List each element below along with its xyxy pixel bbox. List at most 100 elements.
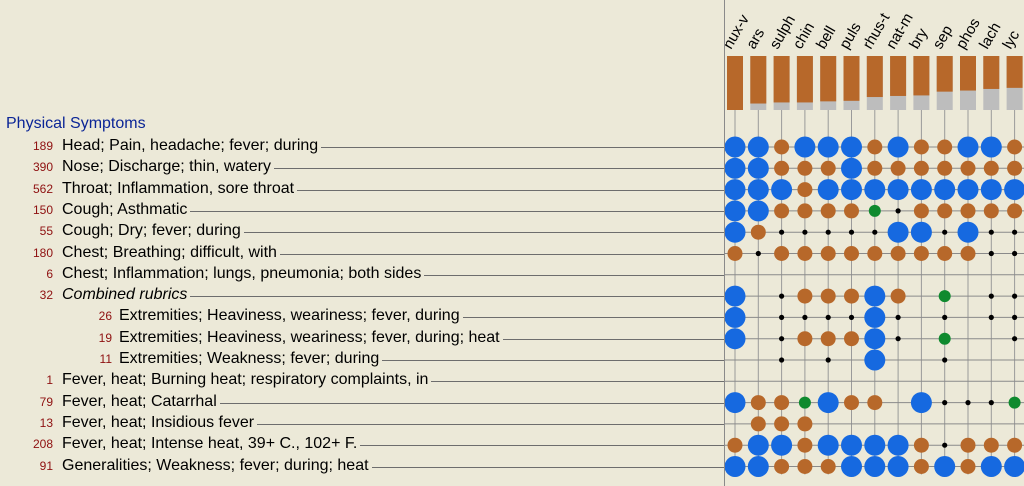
grade-2-marker — [844, 288, 859, 304]
grade-3-marker — [887, 434, 909, 456]
grade-2-marker — [820, 459, 836, 474]
rubric-count: 180 — [32, 245, 53, 260]
present-dot-marker — [779, 229, 785, 235]
rubric-label[interactable]: Chest; Breathing; difficult, with — [62, 243, 280, 262]
grade-3-marker — [725, 179, 746, 201]
grade-3-marker — [910, 392, 932, 414]
grade-1-marker — [798, 396, 811, 409]
rubric-leader-line — [62, 402, 724, 404]
grade-3-marker — [747, 157, 769, 179]
grade-2-marker — [797, 246, 813, 261]
rubric-label[interactable]: Throat; Inflammation, sore throat — [62, 179, 298, 198]
grade-2-marker — [983, 203, 999, 219]
remedy-name[interactable]: sep — [929, 23, 956, 52]
grade-3-marker — [817, 434, 839, 456]
grade-2-marker — [774, 416, 790, 432]
rubric-label[interactable]: Head; Pain, headache; fever; during — [62, 137, 322, 155]
rubric-label[interactable]: Nose; Discharge; thin, watery — [62, 158, 274, 177]
grade-2-marker — [820, 331, 836, 347]
grade-2-marker — [937, 139, 953, 155]
rubric-row[interactable]: 1 Fever, heat; Burning heat; respiratory … — [0, 370, 724, 392]
grade-2-marker — [913, 437, 929, 453]
present-dot-marker — [872, 229, 878, 235]
grade-3-marker — [864, 285, 886, 307]
grade-1-marker — [868, 204, 881, 217]
rubric-label[interactable]: Fever, heat; Burning heat; respiratory c… — [62, 371, 432, 390]
present-dot-marker — [1012, 293, 1018, 299]
remedy-name[interactable]: lyc — [999, 27, 1023, 52]
grade-2-marker — [913, 160, 929, 176]
rubric-label[interactable]: Extremities; Heaviness, weariness; fever… — [119, 328, 503, 347]
remedy-score-bar — [936, 56, 953, 92]
grade-3-marker — [725, 456, 746, 477]
rubric-label[interactable]: Fever, heat; Intense heat, 39+ C., 102+ … — [62, 435, 361, 454]
rubric-count: 32 — [39, 288, 53, 303]
present-dot-marker — [988, 400, 994, 406]
present-dot-marker — [1012, 314, 1018, 320]
rubric-leader-line — [62, 168, 724, 170]
present-dot-marker — [779, 357, 785, 363]
present-dot-marker — [802, 229, 808, 235]
rubric-count: 55 — [39, 224, 53, 239]
rubric-row[interactable]: 189 Head; Pain, headache; fever; during — [0, 136, 724, 158]
grade-3-marker — [747, 456, 769, 477]
rubric-row[interactable]: 150 Cough; Asthmatic — [0, 200, 724, 222]
rubric-count: 208 — [32, 437, 53, 452]
section-title-physical-symptoms: Physical Symptoms — [6, 115, 146, 132]
rubric-row[interactable]: 562 Throat; Inflammation, sore throat — [0, 179, 724, 201]
present-dot-marker — [942, 357, 948, 363]
present-dot-marker — [825, 314, 831, 320]
remedy-name[interactable]: phos — [953, 15, 984, 52]
present-dot-marker — [942, 314, 948, 320]
combined-rubric-row[interactable]: 32 Combined rubrics — [0, 285, 724, 307]
rubric-row[interactable]: 55 Cough; Dry; fever; during — [0, 221, 724, 243]
rubric-count: 390 — [32, 160, 53, 175]
rubric-count: 19 — [98, 330, 112, 345]
rubric-label[interactable]: Extremities; Weakness; fever; during — [119, 350, 383, 368]
rubric-label[interactable]: Fever, heat; Insidious fever — [62, 413, 258, 432]
grade-3-marker — [887, 456, 909, 477]
present-dot-marker — [779, 336, 785, 342]
grade-3-marker — [864, 179, 886, 201]
rubric-row[interactable]: 79 Fever, heat; Catarrhal — [0, 392, 724, 414]
rubric-leader-line — [62, 210, 724, 212]
grade-2-marker — [1007, 139, 1023, 155]
remedy-name[interactable]: puls — [836, 20, 864, 52]
grade-2-marker — [844, 331, 859, 347]
rubric-row[interactable]: 11 Extremities; Weakness; fever; during — [0, 349, 724, 371]
rubric-label[interactable]: Cough; Asthmatic — [62, 200, 191, 219]
rubric-row[interactable]: 208 Fever, heat; Intense heat, 39+ C., 10… — [0, 434, 724, 456]
grade-3-marker — [887, 221, 909, 243]
grade-2-marker — [820, 288, 836, 304]
rubric-leader-line — [62, 253, 724, 255]
present-dot-marker — [942, 400, 948, 406]
grade-2-marker — [797, 459, 813, 474]
grade-3-marker — [934, 456, 956, 477]
grade-2-marker — [797, 160, 813, 176]
rubric-label[interactable]: Chest; Inflammation; lungs, pneumonia; b… — [62, 264, 425, 283]
rubric-label[interactable]: Fever, heat; Catarrhal — [62, 392, 220, 411]
rubric-label[interactable]: Generalities; Weakness; fever; during; h… — [62, 456, 372, 475]
grade-3-marker — [725, 285, 746, 307]
grade-1-marker — [938, 290, 951, 303]
rubric-label[interactable]: Extremities; Heaviness, weariness; fever… — [119, 307, 463, 326]
present-dot-marker — [848, 229, 855, 235]
rubric-row[interactable]: 390 Nose; Discharge; thin, watery — [0, 157, 724, 179]
rubric-count: 13 — [39, 415, 53, 430]
rubric-row[interactable]: 13 Fever, heat; Insidious fever — [0, 413, 724, 435]
grade-3-marker — [864, 456, 886, 477]
grade-3-marker — [887, 179, 909, 201]
grade-2-marker — [890, 288, 906, 304]
rubric-row[interactable]: 19 Extremities; Heaviness, weariness; fev… — [0, 328, 724, 350]
rubric-row[interactable]: 6 Chest; Inflammation; lungs, pneumonia; … — [0, 264, 724, 286]
present-dot-marker — [895, 336, 901, 342]
rubric-label[interactable]: Combined rubrics — [62, 286, 191, 305]
rubric-label[interactable]: Cough; Dry; fever; during — [62, 222, 244, 241]
rubric-row[interactable]: 180 Chest; Breathing; difficult, with — [0, 243, 724, 265]
present-dot-marker — [802, 314, 808, 320]
remedy-score-bar — [820, 56, 837, 102]
rubric-row[interactable]: 26 Extremities; Heaviness, weariness; fev… — [0, 306, 724, 328]
rubric-row[interactable]: 91 Generalities; Weakness; fever; during;… — [0, 456, 724, 478]
rubric-leader-line — [62, 423, 724, 425]
grade-2-marker — [960, 203, 976, 219]
